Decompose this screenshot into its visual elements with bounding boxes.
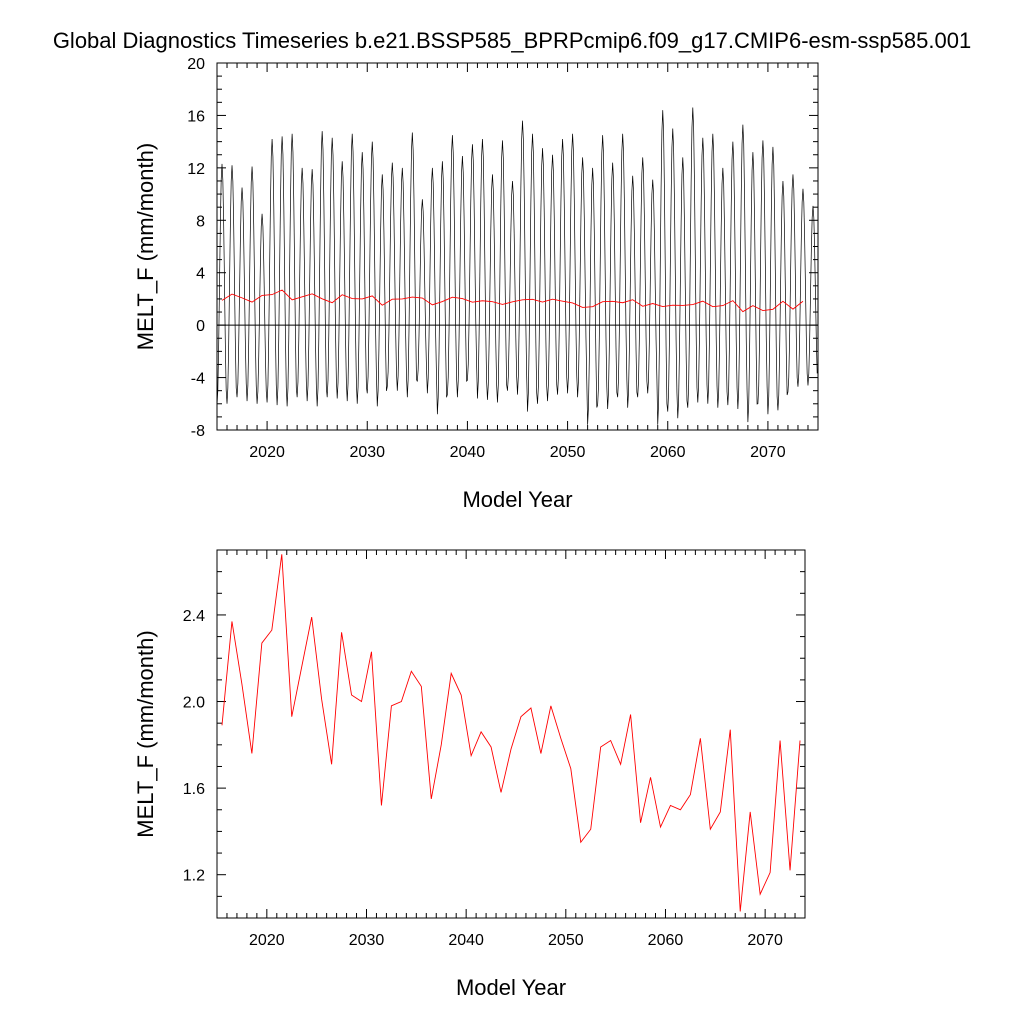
top-panel-monthly-and-annual-timeseries: 2020 2030 2040 2050 2060 2070 -8 -4 0 4 8 12 16 20 Mod… [133,56,819,512]
x-tick-label: 2030 [349,444,385,461]
monthly-series-line [217,107,818,425]
x-tick-label: 2040 [448,932,484,949]
x-tick-label: 2050 [548,932,584,949]
y-axis-label: MELT_F (mm/month) [133,143,158,350]
annual-mean-series-line [221,554,801,912]
x-tick-label: 2030 [349,932,385,949]
x-tick-label: 2060 [648,932,684,949]
x-axis-label: Model Year [462,487,572,512]
bottom-panel-annual-mean-timeseries: 2020 2030 2040 2050 2060 2070 1.2 1.6 2.0 2.4 Mode… [133,549,806,1000]
x-tick-label: 2020 [249,444,285,461]
annual-mean-series-line [221,289,804,313]
x-tick-label: 2060 [650,444,686,461]
y-tick-label: 12 [187,161,205,178]
y-tick-label: 1.6 [183,781,205,798]
y-tick-label: 8 [196,213,205,230]
plot-frame [216,549,806,919]
x-axis-label: Model Year [456,975,566,1000]
x-tick-label: 2050 [550,444,586,461]
y-tick-label: -4 [191,371,205,388]
y-tick-label: 0 [196,318,205,335]
y-tick-label: 20 [187,56,205,73]
x-tick-label: 2070 [750,444,786,461]
x-tick-label: 2020 [249,932,285,949]
y-tick-label: 2.0 [183,695,205,712]
x-tick-label: 2070 [747,932,783,949]
y-tick-label: 1.2 [183,868,205,885]
figure-title: Global Diagnostics Timeseries b.e21.BSSP… [53,28,971,53]
y-tick-label: 16 [187,108,205,125]
y-tick-label: 2.4 [183,608,205,625]
plot-frame [216,62,819,431]
y-axis-label: MELT_F (mm/month) [133,630,158,837]
y-tick-label: 4 [196,266,205,283]
y-tick-label: -8 [191,423,205,440]
x-tick-label: 2040 [450,444,486,461]
